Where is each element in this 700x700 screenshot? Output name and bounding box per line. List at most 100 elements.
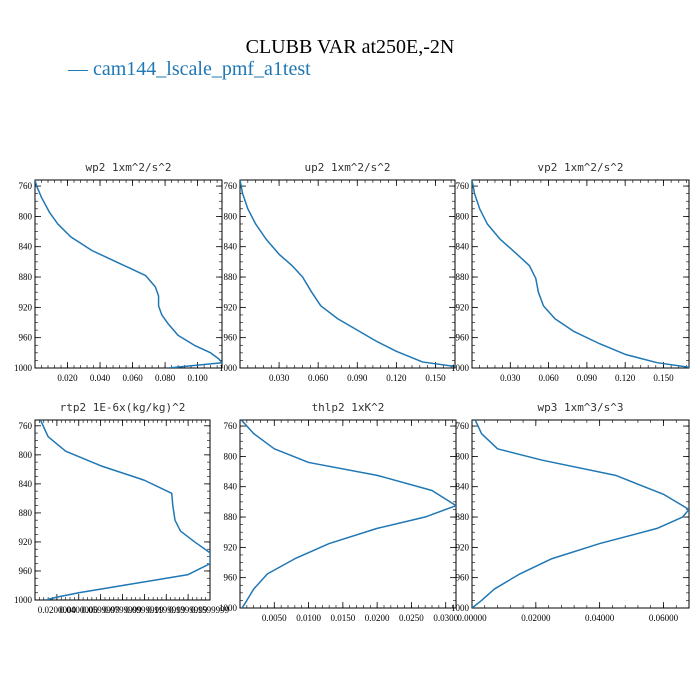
y-tick-label: 880 (456, 512, 470, 522)
x-tick-label: 0.090 (347, 373, 368, 383)
y-tick-label: 920 (19, 302, 33, 312)
figure-title: CLUBB VAR at250E,-2N (245, 36, 455, 58)
x-tick-label: 0.0050 (262, 613, 287, 623)
x-tick-label: 0.120 (386, 373, 407, 383)
series-line-1 (35, 180, 222, 368)
y-tick-label: 760 (19, 421, 33, 431)
x-tick-label: 0.020 (57, 373, 78, 383)
y-tick-label: 840 (456, 482, 470, 492)
x-tick-label: 0.06000 (649, 613, 679, 623)
chart-panel-3: vp2 1xm^2/s^2 760 800 840 880 920 960 1000 0.030… (451, 161, 690, 383)
plot-frame (471, 419, 690, 609)
x-tick-label: 0.0250 (399, 613, 424, 623)
x-tick-label: 0.02000 (521, 613, 551, 623)
y-tick-label: 960 (456, 573, 470, 583)
x-tick-label: 0.1199999 (147, 605, 185, 615)
chart-panel-4: rtp2 1E-6x(kg/kg)^2 760 800 840 880 920 960 100… (14, 401, 230, 615)
y-tick-label: 800 (19, 450, 33, 460)
y-tick-label: 920 (456, 542, 470, 552)
y-tick-label: 800 (224, 211, 238, 221)
panel-title: wp2 1xm^2/s^2 (85, 161, 171, 174)
x-tick-label: 0.080 (155, 373, 176, 383)
y-tick-label: 1000 (451, 603, 470, 613)
y-tick-label: 920 (224, 302, 238, 312)
panel-title: rtp2 1E-6x(kg/kg)^2 (60, 401, 186, 414)
legend: — cam144_lscale_pmf_a1test (68, 58, 311, 81)
chart-panel-1: wp2 1xm^2/s^2 760 800 840 880 920 960 1000 0.020… (14, 161, 223, 383)
y-tick-label: 800 (456, 211, 470, 221)
x-tick-label: 0.1599999 (191, 605, 230, 615)
y-tick-label: 800 (224, 451, 238, 461)
y-tick-label: 920 (224, 542, 238, 552)
x-tick-label: 0.090 (577, 373, 598, 383)
y-tick-label: 840 (224, 242, 238, 252)
x-tick-label: 0.150 (653, 373, 674, 383)
plot-frame (471, 179, 690, 369)
chart-panel-6: wp3 1xm^3/s^3 760 800 840 880 920 960 10000.000… (451, 401, 690, 623)
legend-line-marker: — (68, 58, 88, 80)
y-tick-label: 840 (19, 242, 33, 252)
y-tick-label: 1000 (14, 363, 33, 373)
x-tick-label: 0.030 (269, 373, 290, 383)
x-tick-label: 0.120 (615, 373, 636, 383)
series-line-6 (472, 420, 689, 608)
y-tick-label: 760 (224, 181, 238, 191)
x-tick-label: 0.0599999 (82, 605, 121, 615)
x-tick-label: 0.100 (187, 373, 208, 383)
y-tick-label: 760 (456, 421, 470, 431)
y-tick-label: 1000 (219, 603, 238, 613)
x-tick-label: 0.0200000 (38, 605, 77, 615)
y-tick-label: 760 (19, 181, 33, 191)
panel-title: thlp2 1xK^2 (312, 401, 385, 414)
x-tick-label: 0.00000 (457, 613, 487, 623)
series-line-5 (240, 420, 456, 608)
x-tick-label: 0.0200 (365, 613, 390, 623)
y-tick-label: 880 (19, 508, 33, 518)
panel-title: wp3 1xm^3/s^3 (537, 401, 623, 414)
y-tick-label: 960 (19, 333, 33, 343)
y-tick-label: 960 (456, 333, 470, 343)
y-tick-label: 800 (19, 211, 33, 221)
x-tick-label: 0.04000 (585, 613, 615, 623)
panel-title: up2 1xm^2/s^2 (304, 161, 390, 174)
y-tick-label: 920 (456, 302, 470, 312)
y-tick-label: 880 (456, 272, 470, 282)
y-tick-label: 760 (456, 181, 470, 191)
y-tick-label: 1000 (219, 363, 238, 373)
y-tick-label: 840 (224, 482, 238, 492)
x-tick-label: 0.040 (90, 373, 111, 383)
y-tick-label: 840 (19, 479, 33, 489)
y-tick-label: 880 (224, 272, 238, 282)
y-tick-label: 760 (224, 421, 238, 431)
plot-frame (239, 179, 456, 369)
chart-panel-5: thlp2 1xK^2 760 800 840 880 920 960 1000 0.0050 0… (219, 401, 459, 623)
y-tick-label: 1000 (14, 595, 33, 605)
plot-frame (34, 179, 223, 369)
series-line-4 (39, 420, 210, 600)
chart-panel-2: up2 1xm^2/s^2 760 800 840 880 920 960 1000 0.030… (219, 161, 456, 383)
x-tick-label: 0.0799999 (103, 605, 142, 615)
y-tick-label: 960 (224, 573, 238, 583)
series-line-3 (472, 180, 689, 368)
y-tick-label: 920 (19, 537, 33, 547)
x-tick-label: 0.0100 (296, 613, 321, 623)
y-tick-label: 960 (224, 333, 238, 343)
y-tick-label: 1000 (451, 363, 470, 373)
x-tick-label: 0.150 (425, 373, 446, 383)
y-tick-label: 880 (19, 272, 33, 282)
x-tick-label: 0.060 (122, 373, 143, 383)
y-tick-label: 880 (224, 512, 238, 522)
x-tick-label: 0.0300 (433, 613, 458, 623)
legend-label: cam144_lscale_pmf_a1test (93, 58, 311, 80)
x-tick-label: 0.0400000 (60, 605, 99, 615)
x-tick-label: 0.0999999 (125, 605, 164, 615)
y-tick-label: 960 (19, 566, 33, 576)
x-tick-label: 0.060 (308, 373, 329, 383)
x-tick-label: 0.030 (500, 373, 521, 383)
series-line-2 (240, 180, 455, 368)
x-tick-label: 0.060 (538, 373, 559, 383)
x-tick-label: 0.1399999 (169, 605, 208, 615)
plot-frame (239, 419, 457, 609)
y-tick-label: 840 (456, 242, 470, 252)
